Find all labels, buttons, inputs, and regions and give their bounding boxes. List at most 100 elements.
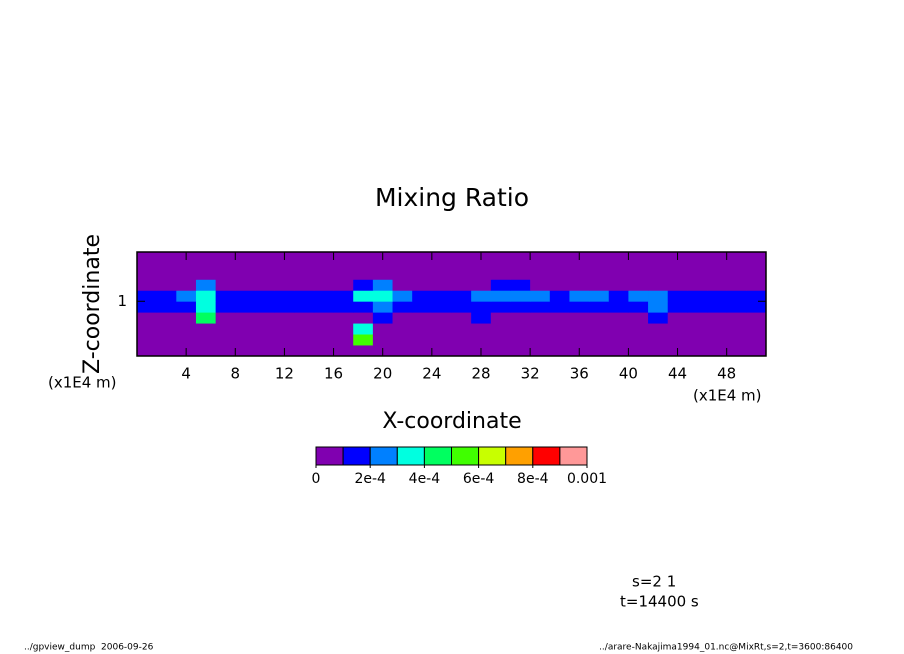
x-tick-label: 28	[471, 365, 490, 383]
field-cell	[431, 334, 452, 346]
field-cell	[490, 301, 511, 313]
field-cell	[412, 345, 433, 357]
field-cell	[451, 323, 472, 335]
field-cell	[294, 290, 315, 302]
field-cell	[156, 323, 177, 335]
field-cell	[353, 334, 374, 346]
field-cell	[254, 301, 275, 313]
field-cell	[137, 301, 158, 313]
annotation: s=2 1	[632, 573, 676, 591]
colorbar-box	[505, 446, 534, 466]
field-cell	[510, 257, 531, 269]
field-cell	[628, 301, 649, 313]
x-tick-label: 20	[373, 365, 392, 383]
chart-title: Mixing Ratio	[375, 183, 529, 212]
field-cell	[392, 312, 413, 324]
field-cell	[431, 312, 452, 324]
field-cell	[313, 312, 334, 324]
x-units: (x1E4 m)	[693, 387, 762, 405]
field-cell	[471, 323, 492, 335]
field-cell	[510, 334, 531, 346]
field	[137, 252, 767, 357]
field-cell	[215, 290, 236, 302]
field-cell	[451, 345, 472, 357]
field-cell	[156, 279, 177, 291]
field-cell	[137, 312, 158, 324]
field-cell	[667, 301, 688, 313]
field-cell	[333, 268, 354, 280]
plot-frame	[136, 251, 767, 357]
field-cell	[235, 290, 256, 302]
field-cell	[628, 334, 649, 346]
colorbar-box	[559, 446, 588, 466]
field-cell	[313, 279, 334, 291]
field-cell	[549, 301, 570, 313]
field-cell	[569, 334, 590, 346]
x-tick-label: 40	[619, 365, 638, 383]
field-cell	[628, 257, 649, 269]
field-cell	[215, 345, 236, 357]
field-cell	[333, 301, 354, 313]
field-cell	[392, 323, 413, 335]
field-cell	[392, 279, 413, 291]
y-axis-label: Z-coordinate	[80, 234, 105, 374]
field-cell	[137, 268, 158, 280]
field-cell	[510, 290, 531, 302]
field-cell	[274, 323, 295, 335]
field-cell	[372, 268, 393, 280]
field-cell	[707, 345, 728, 357]
field-cell	[490, 323, 511, 335]
field-cell	[392, 290, 413, 302]
field-cell	[726, 268, 747, 280]
field-cell	[549, 323, 570, 335]
field-cell	[333, 312, 354, 324]
field-cell	[195, 323, 217, 335]
colorbar-tick-label: 6e-4	[463, 471, 495, 487]
field-cell	[333, 257, 354, 269]
field-cell	[451, 268, 472, 280]
field-cell	[707, 334, 728, 346]
field-cell	[254, 257, 275, 269]
field-cell	[176, 279, 197, 291]
field-cell	[589, 290, 610, 302]
field-cell	[589, 301, 610, 313]
field-cell	[215, 334, 236, 346]
field-cell	[235, 334, 256, 346]
field-cell	[294, 323, 315, 335]
field-cell	[294, 312, 315, 324]
field-cell	[215, 312, 236, 324]
field-cell	[746, 279, 767, 291]
field-cell	[490, 268, 511, 280]
field-cell	[431, 279, 452, 291]
field-cell	[353, 345, 374, 357]
field-cell	[451, 334, 472, 346]
field-cell	[667, 268, 688, 280]
field-cell	[412, 279, 433, 291]
field-cell	[333, 334, 354, 346]
field-cell	[608, 334, 629, 346]
x-tick-label: 24	[422, 365, 441, 383]
field-cell	[510, 312, 531, 324]
field-cell	[530, 323, 551, 335]
field-cell	[687, 290, 708, 302]
colorbar-box	[423, 446, 452, 466]
field-cell	[392, 257, 413, 269]
colorbar-tick-label: 4e-4	[409, 471, 441, 487]
field-cell	[746, 345, 767, 357]
field-cell	[294, 334, 315, 346]
field-cell	[510, 279, 531, 291]
x-axis-label: X-coordinate	[382, 409, 521, 434]
field-cell	[372, 334, 393, 346]
field-cell	[746, 290, 767, 302]
field-cell	[235, 268, 256, 280]
field-cell	[471, 268, 492, 280]
field-cell	[176, 268, 197, 280]
field-cell	[667, 323, 688, 335]
field-cell	[137, 279, 158, 291]
field-cell	[353, 257, 374, 269]
field-cell	[530, 312, 551, 324]
field-cell	[195, 334, 217, 346]
field-cell	[195, 268, 217, 280]
colorbar-box	[342, 446, 371, 466]
colorbar-tick-label: 0	[312, 471, 321, 487]
